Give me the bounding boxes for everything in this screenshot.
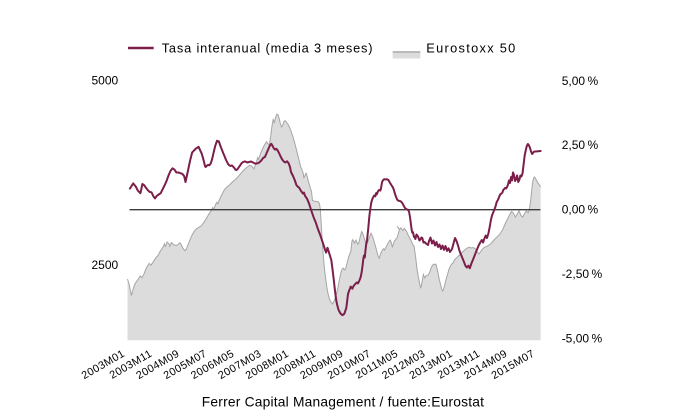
svg-text:Eurostoxx 50: Eurostoxx 50	[426, 41, 516, 56]
svg-text:5000: 5000	[91, 74, 118, 88]
svg-text:Ferrer Capital Management / fu: Ferrer Capital Management / fuente:Euros…	[202, 394, 484, 409]
svg-text:-2,50 %: -2,50 %	[562, 267, 603, 281]
svg-text:Tasa interanual (media 3 meses: Tasa interanual (media 3 meses)	[162, 41, 374, 56]
svg-text:0,00 %: 0,00 %	[562, 203, 599, 217]
svg-text:-5,00 %: -5,00 %	[562, 332, 603, 346]
svg-text:2500: 2500	[91, 258, 118, 272]
svg-text:2,50 %: 2,50 %	[562, 138, 599, 152]
svg-text:5,00 %: 5,00 %	[562, 74, 599, 88]
